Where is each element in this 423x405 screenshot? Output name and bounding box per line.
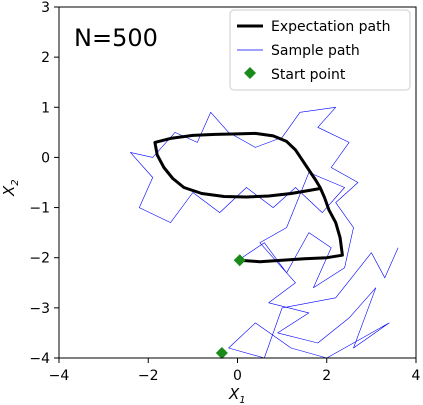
x-tick-label: 0 — [233, 368, 242, 384]
y-tick-label: −4 — [29, 351, 50, 367]
y-tick-label: −2 — [29, 251, 50, 267]
x-tick-label: −4 — [49, 368, 70, 384]
legend-label-start: Start point — [271, 67, 346, 83]
legend-swatch-start — [244, 67, 256, 79]
x-axis-label: X1 — [228, 385, 246, 405]
y-tick-label: 3 — [41, 0, 50, 16]
y-tick-label: 0 — [41, 150, 50, 166]
start-point-marker — [215, 346, 228, 359]
sample-path-line — [130, 107, 399, 359]
annotation-n: N=500 — [74, 24, 158, 52]
y-tick-label: −1 — [29, 201, 50, 217]
expectation-path-line — [153, 131, 344, 264]
y-tick-label: −3 — [29, 301, 50, 317]
axis-ticks: −4 −2 0 2 4 −4 −3 −2 −1 0 1 2 3 — [29, 0, 420, 384]
start-point-marker — [233, 254, 246, 267]
x-tick-label: 2 — [322, 368, 331, 384]
y-tick-label: 1 — [41, 100, 50, 116]
legend: Expectation path Sample path Start point — [229, 9, 411, 91]
legend-label-expectation: Expectation path — [271, 19, 391, 35]
legend-box — [229, 9, 411, 91]
y-axis-label: X2 — [0, 179, 21, 197]
y-tick-label: 2 — [41, 50, 50, 66]
plot-area — [130, 107, 399, 359]
x-tick-label: −2 — [138, 368, 159, 384]
legend-label-sample: Sample path — [271, 43, 360, 59]
x-tick-label: 4 — [412, 368, 421, 384]
